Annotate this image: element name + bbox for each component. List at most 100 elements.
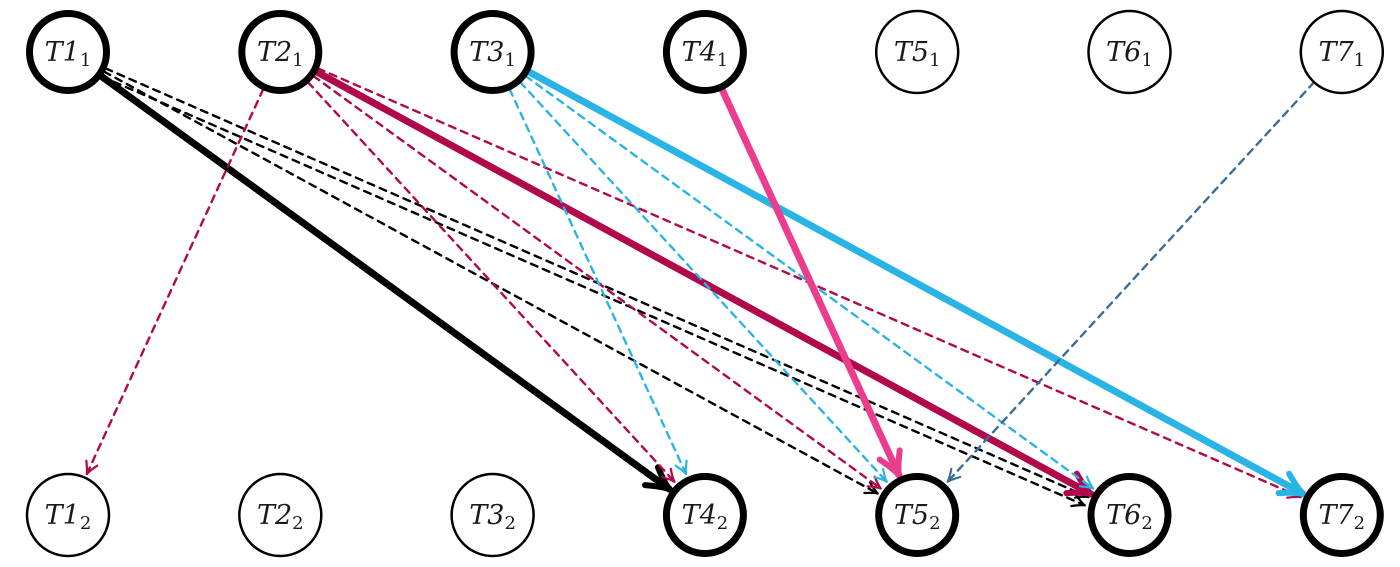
edge-T2_1-to-T1_2 [85,88,265,476]
edge-line [946,80,1316,483]
edge-T3_1-to-T5_2 [519,80,888,483]
node-label-base: T2 [257,37,292,68]
edges-layer [85,67,1316,508]
node-label-subscript: 2 [1354,513,1365,534]
node-T3_1: T31 [450,10,535,94]
edge-T1_1-to-T5_2 [102,70,879,495]
node-label-subscript: 2 [80,513,91,534]
node-label-base: T5 [894,500,929,531]
edge-line [102,70,879,495]
node-label: T31 [469,37,516,71]
edge-line [508,88,688,476]
arrowhead-icon [1063,470,1094,497]
node-label-base: T3 [469,500,504,531]
node-circle [1087,473,1172,557]
node-T6_2: T62 [1087,473,1172,557]
node-T3_2: T32 [450,472,535,558]
node-label-base: T3 [469,37,504,68]
node-circle [450,472,535,558]
edge-T3_1-to-T7_2 [523,67,1307,498]
arrowhead-icon [660,467,676,483]
arrowhead-icon [866,475,882,490]
arrowhead-icon [873,467,888,483]
node-T4_1: T41 [662,10,747,94]
node-circle [874,9,960,95]
node-circle [25,472,111,558]
node-label: T72 [1318,500,1365,534]
node-label-subscript: 1 [292,50,303,71]
edge-line [717,84,903,479]
edge-T7_1-to-T5_2 [946,80,1316,483]
node-label: T51 [894,37,941,71]
node-circle [450,10,535,94]
arrowhead-icon [674,459,688,476]
edge-T2_1-to-T6_2 [311,67,1095,498]
node-label-subscript: 2 [504,513,515,534]
node-circle [1299,9,1385,95]
node-label-base: T7 [1318,500,1354,531]
node-circle [662,10,747,94]
node-circle [238,10,323,94]
node-label: T12 [45,500,92,534]
node-circle [875,473,960,557]
node-label-base: T1 [45,500,80,531]
node-circle [26,10,110,94]
arrowhead-icon [1070,493,1086,508]
node-label-base: T6 [1106,37,1141,68]
edge-T1_1-to-T4_2 [96,71,673,493]
node-label-base: T1 [45,37,80,68]
edge-line [519,80,888,483]
edge-line [523,67,1307,498]
node-label: T11 [45,37,92,71]
node-label: T61 [1106,37,1153,71]
node-label-subscript: 2 [717,513,728,534]
node-label-subscript: 1 [80,50,91,71]
node-label: T62 [1106,500,1153,534]
arrowhead-icon [1078,475,1095,490]
node-T5_2: T52 [875,473,960,557]
edge-T3_1-to-T4_2 [508,88,688,476]
node-label-subscript: 1 [717,50,728,71]
arrowhead-icon [876,447,903,478]
node-label-subscript: 1 [1354,50,1365,71]
node-label-base: T2 [257,500,292,531]
edge-line [100,75,1086,507]
node-T7_1: T71 [1299,9,1385,95]
node-circle [662,473,747,557]
node-label: T41 [682,37,729,71]
arrowhead-icon [946,467,962,483]
node-label-subscript: 2 [292,513,303,534]
node-label-subscript: 1 [1141,50,1152,71]
node-T6_1: T61 [1087,9,1172,95]
node-label-base: T5 [894,37,929,68]
node-T1_2: T12 [25,472,111,558]
node-T4_2: T42 [662,473,747,557]
edge-line [96,71,673,493]
arrowhead-icon [642,464,673,493]
node-T2_1: T21 [238,10,323,94]
node-T1_1: T11 [26,10,110,94]
edge-line [85,88,265,476]
node-label-subscript: 1 [929,50,940,71]
node-circle [1087,9,1172,95]
node-label-subscript: 2 [1141,513,1152,534]
node-label-base: T7 [1318,37,1354,68]
node-circle [1299,473,1384,557]
node-T2_2: T22 [238,472,323,558]
node-circle [238,472,323,558]
node-label: T71 [1318,37,1365,71]
node-T5_1: T51 [874,9,960,95]
node-label: T21 [257,37,304,71]
edge-T2_1-to-T4_2 [306,80,676,483]
node-label: T32 [469,500,516,534]
node-label-base: T6 [1106,500,1141,531]
node-label-subscript: 2 [929,513,940,534]
node-T7_2: T72 [1299,473,1384,557]
node-label-subscript: 1 [504,50,515,71]
edge-T1_1-to-T6_2-2 [100,75,1086,508]
node-label: T22 [257,500,304,534]
node-label: T42 [682,500,729,534]
arrowhead-icon [1275,470,1307,497]
